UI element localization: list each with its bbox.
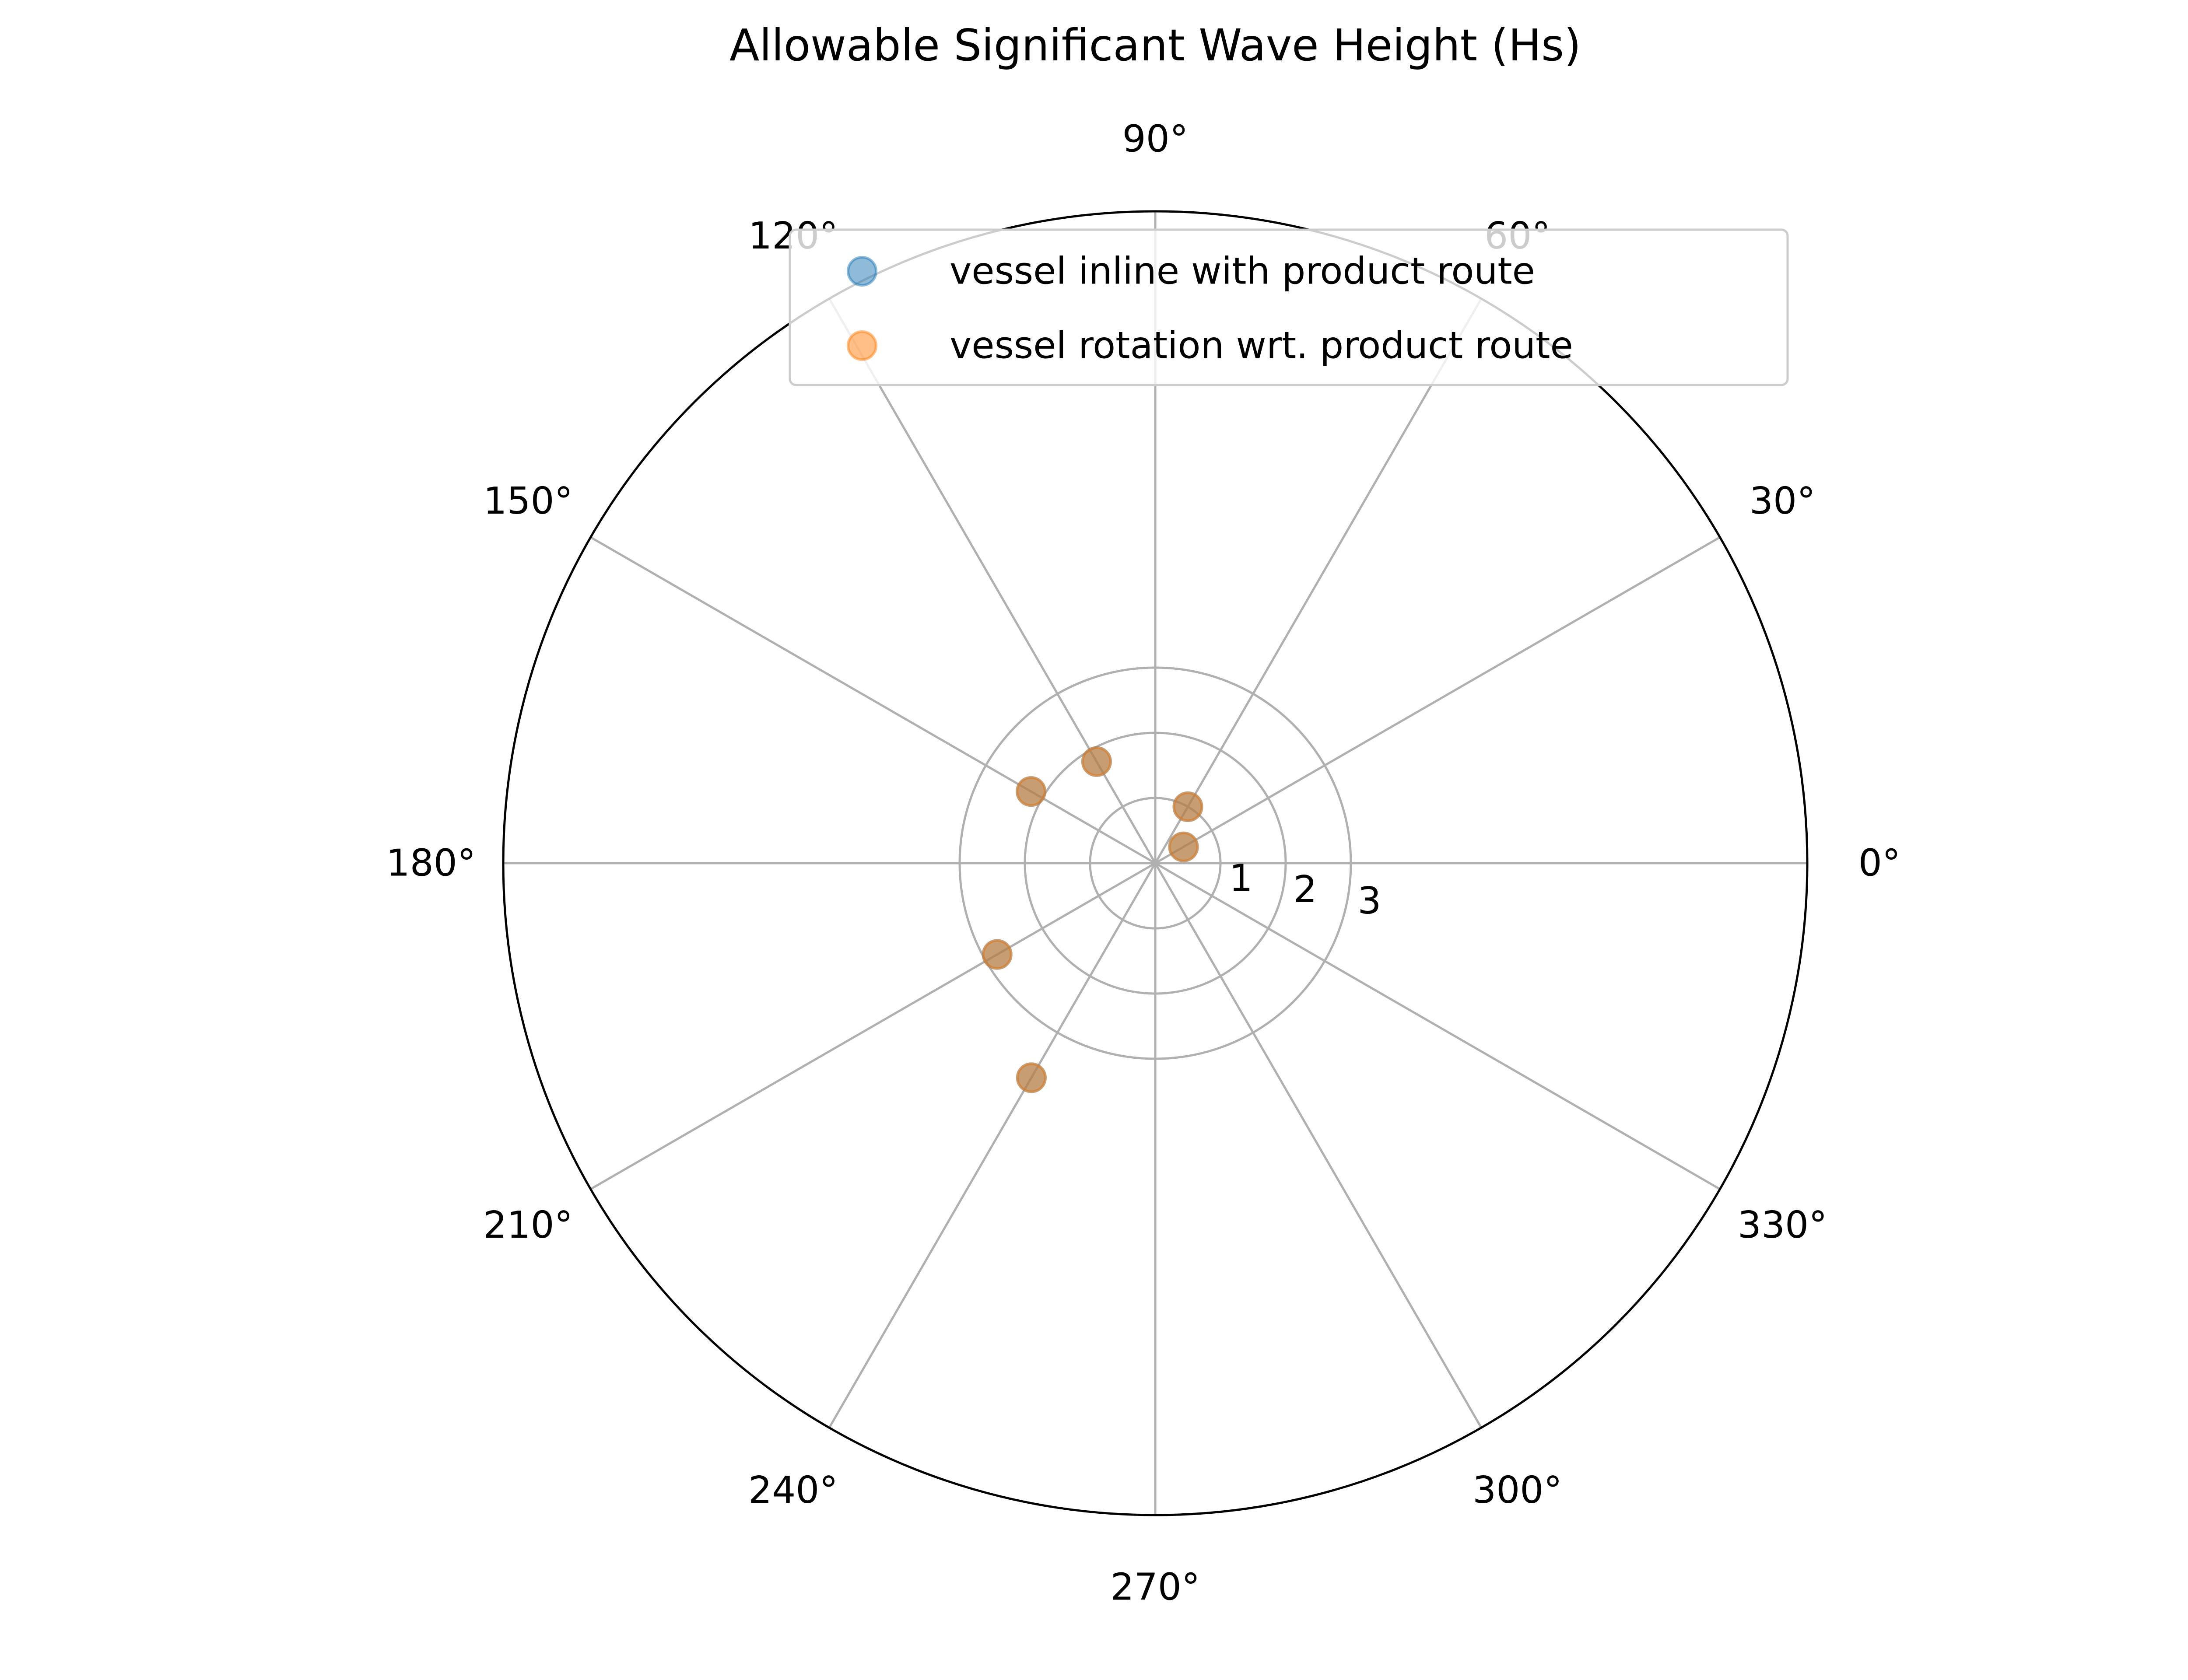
radial-gridline-2: [1024, 732, 1287, 995]
data-point-series-2-6: [1016, 1062, 1047, 1093]
legend-label-series-1: vessel inline with product route: [950, 250, 1535, 293]
angular-tick-label-270: 270°: [1111, 1566, 1200, 1609]
radial-tick-label-2: 2: [1294, 868, 1317, 911]
angular-gridline-60: [1154, 298, 1483, 864]
data-point-series-2-4: [1016, 776, 1047, 807]
data-point-series-2-3: [1081, 746, 1112, 777]
data-points-layer: [982, 746, 1203, 1093]
angular-tick-label-0: 0°: [1858, 842, 1901, 885]
radial-tick-label-3: 3: [1357, 879, 1381, 923]
legend: vessel inline with product route vessel r…: [789, 228, 1789, 386]
data-point-series-2-5: [982, 939, 1013, 970]
polar-frame: [502, 210, 1809, 1516]
legend-marker-series-2: [847, 330, 877, 361]
angular-tick-label-240: 240°: [748, 1469, 838, 1512]
legend-marker-series-1: [847, 256, 877, 287]
angular-tick-label-30: 30°: [1750, 480, 1816, 523]
tick-label-layer: 0°30°60°90°120°150°180°210°240°270°300°3…: [386, 118, 1901, 1609]
angular-gridline-30: [1154, 536, 1721, 864]
angular-tick-label-150: 150°: [483, 480, 573, 523]
legend-box: [789, 228, 1789, 386]
angular-gridline-240: [828, 862, 1157, 1428]
angular-gridline-330: [1154, 862, 1721, 1190]
angular-gridline-150: [590, 536, 1156, 864]
radial-gridline-3: [958, 666, 1352, 1060]
angular-gridline-210: [590, 862, 1156, 1190]
grid-layer: [502, 210, 1809, 1516]
radial-gridline-1: [1089, 797, 1222, 930]
angular-tick-label-330: 330°: [1738, 1204, 1827, 1247]
legend-label-series-2: vessel rotation wrt. product route: [950, 324, 1573, 368]
data-point-series-2-1: [1168, 831, 1199, 862]
angular-tick-label-300: 300°: [1473, 1469, 1562, 1512]
chart-title: Allowable Significant Wave Height (Hs): [729, 20, 1581, 71]
angular-gridline-300: [1154, 862, 1483, 1428]
data-point-series-2-2: [1172, 791, 1203, 822]
angular-tick-label-90: 90°: [1122, 118, 1189, 161]
angular-tick-label-180: 180°: [386, 842, 476, 885]
radial-tick-label-1: 1: [1229, 857, 1253, 900]
angular-tick-label-210: 210°: [483, 1204, 573, 1247]
